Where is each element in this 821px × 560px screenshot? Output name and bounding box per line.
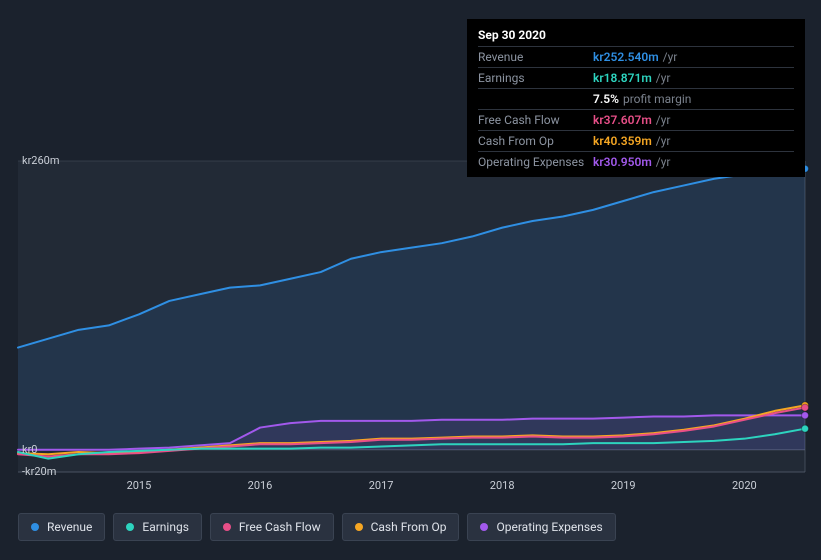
tooltip-row: 7.5% profit margin (478, 88, 794, 109)
tooltip-row-label: Earnings (478, 71, 593, 85)
tooltip-row: Cash From Opkr40.359m/yr (478, 130, 794, 151)
tooltip-row-value: kr252.540m (593, 50, 659, 64)
tooltip-row-label: Free Cash Flow (478, 113, 593, 127)
axis-label: kr260m (22, 154, 60, 167)
tooltip-row: Revenuekr252.540m/yr (478, 46, 794, 67)
tooltip-row-label: Cash From Op (478, 134, 593, 148)
legend-item-revenue[interactable]: Revenue (18, 513, 105, 541)
tooltip-row-label: Revenue (478, 50, 593, 64)
tooltip-date: Sep 30 2020 (478, 26, 794, 46)
axis-label: 2015 (127, 479, 152, 492)
tooltip-row-value: 7.5% (593, 92, 619, 106)
legend-dot (31, 523, 39, 531)
chart-tooltip: Sep 30 2020 Revenuekr252.540m/yrEarnings… (467, 19, 805, 177)
tooltip-row-unit: profit margin (623, 92, 691, 106)
tooltip-row-value: kr30.950m (593, 155, 652, 169)
legend-item-operating-expenses[interactable]: Operating Expenses (467, 513, 615, 541)
tooltip-row-unit: /yr (656, 155, 671, 169)
axis-label: kr0 (22, 443, 38, 456)
chart-legend: Revenue Earnings Free Cash Flow Cash From O… (18, 513, 616, 541)
legend-label: Free Cash Flow (239, 520, 321, 534)
tooltip-row-value: kr40.359m (593, 134, 652, 148)
axis-label: 2017 (369, 479, 394, 492)
tooltip-row: Earningskr18.871m/yr (478, 67, 794, 88)
legend-item-free-cash-flow[interactable]: Free Cash Flow (210, 513, 334, 541)
tooltip-row: Free Cash Flowkr37.607m/yr (478, 109, 794, 130)
tooltip-row-value: kr37.607m (593, 113, 652, 127)
legend-label: Earnings (142, 520, 189, 534)
axis-label: 2019 (611, 479, 636, 492)
legend-label: Cash From Op (371, 520, 447, 534)
legend-label: Operating Expenses (496, 520, 602, 534)
tooltip-row-unit: /yr (663, 50, 678, 64)
legend-item-cash-from-op[interactable]: Cash From Op (342, 513, 460, 541)
tooltip-row: Operating Expenseskr30.950m/yr (478, 151, 794, 172)
axis-label: 2018 (490, 479, 515, 492)
legend-dot (223, 523, 231, 531)
legend-dot (126, 523, 134, 531)
tooltip-row-value: kr18.871m (593, 71, 652, 85)
legend-dot (355, 523, 363, 531)
axis-label: -kr20m (22, 465, 56, 478)
tooltip-row-unit: /yr (656, 71, 671, 85)
tooltip-row-unit: /yr (656, 113, 671, 127)
axis-label: 2020 (732, 479, 757, 492)
tooltip-row-unit: /yr (656, 134, 671, 148)
legend-dot (480, 523, 488, 531)
tooltip-row-label: Operating Expenses (478, 155, 593, 169)
legend-item-earnings[interactable]: Earnings (113, 513, 202, 541)
legend-label: Revenue (47, 520, 92, 534)
axis-label: 2016 (248, 479, 273, 492)
